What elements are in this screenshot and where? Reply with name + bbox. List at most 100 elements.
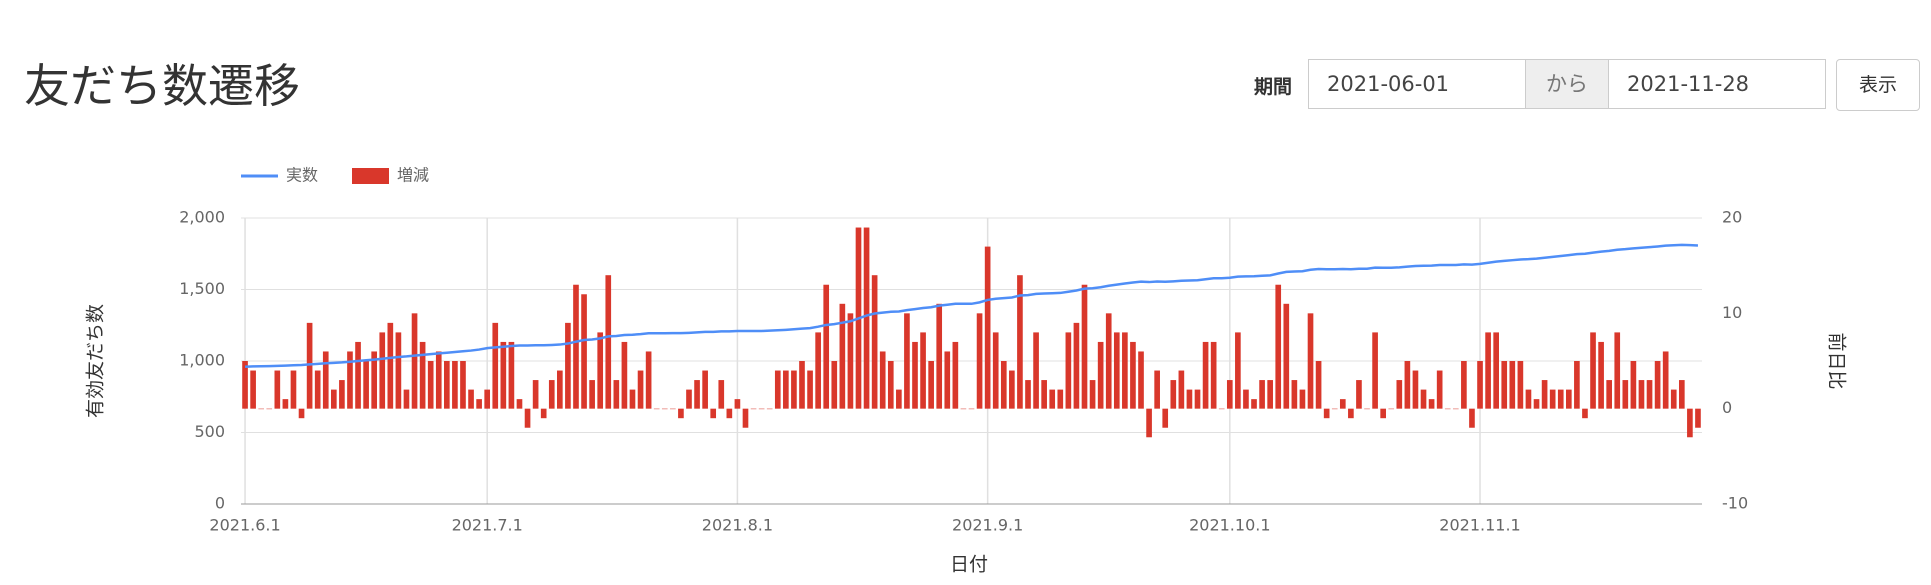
- bar: [1420, 389, 1427, 409]
- y-tick-label: 2,000: [179, 208, 225, 227]
- x-tick-label: 2021.8.1: [702, 516, 773, 535]
- bar: [1057, 389, 1064, 409]
- bar: [363, 361, 369, 409]
- bar: [1097, 341, 1104, 409]
- y2-tick-label: 10: [1722, 303, 1742, 322]
- bar: [1243, 389, 1249, 409]
- bar: [1049, 389, 1056, 409]
- y-tick-label: 0: [215, 494, 225, 513]
- bar: [331, 389, 337, 409]
- bar: [1404, 361, 1411, 409]
- bar: [1525, 389, 1532, 409]
- bar: [839, 303, 846, 409]
- bar: [1065, 332, 1072, 409]
- bar: [1452, 408, 1459, 410]
- bar: [1541, 380, 1548, 409]
- bar: [379, 332, 386, 409]
- bar: [557, 370, 563, 409]
- bar: [1372, 332, 1378, 409]
- bar: [1533, 399, 1540, 409]
- bar: [904, 313, 910, 409]
- bar: [1146, 408, 1152, 438]
- bar: [718, 380, 725, 409]
- bar: [1073, 322, 1080, 409]
- bar: [1428, 399, 1435, 409]
- bar: [734, 399, 741, 409]
- line: [244, 243, 1699, 368]
- bar: [1565, 389, 1572, 409]
- bar: [1235, 332, 1241, 409]
- bar: [1041, 380, 1047, 409]
- bar: [339, 380, 345, 409]
- bar: [1662, 351, 1669, 409]
- y-tick-label: 1,500: [179, 279, 225, 298]
- bar: [799, 361, 805, 409]
- bar: [710, 408, 717, 419]
- bar: [1105, 313, 1112, 409]
- bar: [1557, 389, 1564, 409]
- bar: [1186, 389, 1193, 409]
- bar: [605, 275, 612, 409]
- bar: [1226, 380, 1233, 409]
- bar: [1469, 408, 1475, 428]
- bar: [1025, 380, 1031, 409]
- show-button[interactable]: 表示: [1836, 59, 1920, 111]
- start-date-input[interactable]: 2021-06-01: [1308, 59, 1526, 109]
- bar: [1339, 399, 1346, 409]
- bar: [807, 370, 813, 409]
- x-tick-label: 2021.11.1: [1439, 516, 1520, 535]
- bar: [1315, 361, 1322, 409]
- bar: [347, 351, 353, 409]
- bar: [403, 389, 410, 409]
- bar: [1630, 361, 1637, 409]
- bar: [500, 341, 507, 409]
- bar: [1412, 370, 1419, 409]
- bar: [1331, 408, 1338, 410]
- bar: [976, 313, 983, 409]
- legend-swatch: [352, 168, 389, 184]
- bar: [621, 341, 628, 409]
- bar: [670, 408, 676, 410]
- bar: [1364, 408, 1370, 410]
- bar: [1275, 284, 1282, 409]
- bar: [1606, 380, 1612, 409]
- end-date-input[interactable]: 2021-11-28: [1608, 59, 1826, 109]
- bar: [1089, 380, 1096, 409]
- bar: [548, 380, 555, 409]
- bar: [1170, 380, 1177, 409]
- bar: [912, 341, 918, 409]
- bar: [1477, 361, 1483, 409]
- bar: [694, 380, 700, 409]
- y-axis-title: 有効友だち数: [85, 304, 107, 418]
- bar: [427, 361, 434, 409]
- bar: [1267, 380, 1273, 409]
- bar: [960, 408, 967, 410]
- bar: [1259, 380, 1265, 409]
- bar: [815, 332, 821, 409]
- bar: [1113, 332, 1120, 409]
- bar: [1493, 332, 1499, 409]
- bar: [758, 408, 765, 410]
- bar: [823, 284, 830, 409]
- bar: [1461, 361, 1467, 409]
- bar: [750, 408, 757, 410]
- bar: [444, 361, 450, 409]
- bar: [1509, 361, 1516, 409]
- bar: [952, 341, 959, 409]
- bar: [1017, 275, 1023, 409]
- bar: [1388, 408, 1395, 410]
- bar: [1348, 408, 1354, 419]
- bar: [653, 408, 660, 410]
- bar: [565, 322, 571, 409]
- bar: [411, 313, 418, 409]
- bar: [597, 332, 604, 409]
- bar: [1380, 408, 1386, 419]
- bar: [1081, 284, 1088, 409]
- bar: [847, 313, 854, 409]
- bar: [863, 227, 870, 409]
- y2-tick-label: 0: [1722, 398, 1732, 417]
- bar: [686, 389, 692, 409]
- bar: [540, 408, 547, 419]
- bar: [1291, 380, 1298, 409]
